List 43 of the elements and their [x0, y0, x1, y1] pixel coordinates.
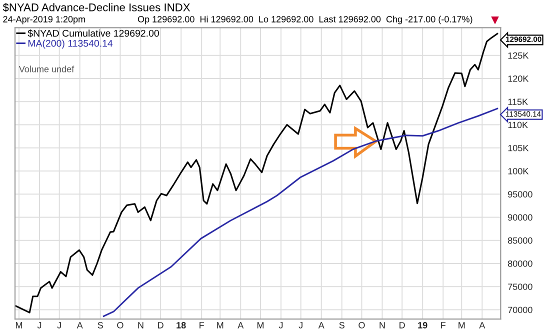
x-tick-label: S	[98, 322, 103, 328]
x-tick-label: S	[339, 322, 344, 328]
y-tick-label: 95000	[508, 191, 532, 198]
x-tick-label: A	[479, 322, 486, 328]
text: Op 129692.00 Hi 129692.00 Lo 129692.00 Last 129692.00 Chg -217.00 (-0.17%)	[138, 16, 472, 24]
chart-title: $NYAD Advance-Decline Issues INDX	[2, 2, 190, 12]
line-series	[102, 108, 498, 318]
x-tick-label: M	[217, 322, 224, 328]
y-tick-label: 125K	[508, 52, 529, 59]
x-tick-label: A	[318, 322, 324, 328]
x-tick-label: O	[117, 322, 124, 328]
y-tick-label: 100K	[508, 168, 529, 174]
x-tick-label: M	[16, 322, 22, 328]
x-tick-label: J	[278, 322, 283, 328]
y-tick-label: 85000	[508, 237, 532, 244]
y-tick-label: 80000	[508, 260, 532, 267]
x-tick-label: N	[138, 322, 144, 328]
x-tick-label: J	[37, 322, 42, 328]
x-tick-label: F	[200, 322, 204, 328]
x-tick-label: A	[238, 322, 244, 328]
x-tick-label: N	[380, 322, 385, 328]
legend-label: MA(200) 113540.14	[28, 40, 113, 49]
x-tick-label: J	[298, 322, 302, 328]
y-tick-label: 115K	[508, 98, 528, 105]
x-tick-label: 19	[418, 322, 428, 328]
x-tick-label: D	[158, 322, 164, 328]
x-tick-label: M	[257, 322, 264, 328]
x-tick-label: F	[441, 322, 446, 328]
x-tick-label: A	[76, 322, 83, 328]
y-tick-label: 120K	[508, 75, 529, 82]
y-tick-label: 70000	[508, 306, 532, 314]
x-tick-label: M	[458, 322, 465, 328]
chart-subtitle: 24-Apr-2019 1:20pm	[3, 16, 85, 24]
y-tick-label: 90000	[508, 214, 532, 221]
x-tick-label: D	[400, 322, 405, 328]
x-tick-label: J	[57, 322, 61, 328]
annotation: Volume undef	[18, 66, 74, 72]
x-tick-label: O	[358, 322, 365, 328]
legend-label: $NYAD Cumulative 129692.00	[28, 29, 159, 38]
y-tick-label: 110K	[508, 122, 528, 128]
y-tick-label: 105K	[508, 144, 529, 152]
x-tick-label: 18	[176, 322, 186, 328]
y-tick-label: 75000	[508, 284, 532, 290]
